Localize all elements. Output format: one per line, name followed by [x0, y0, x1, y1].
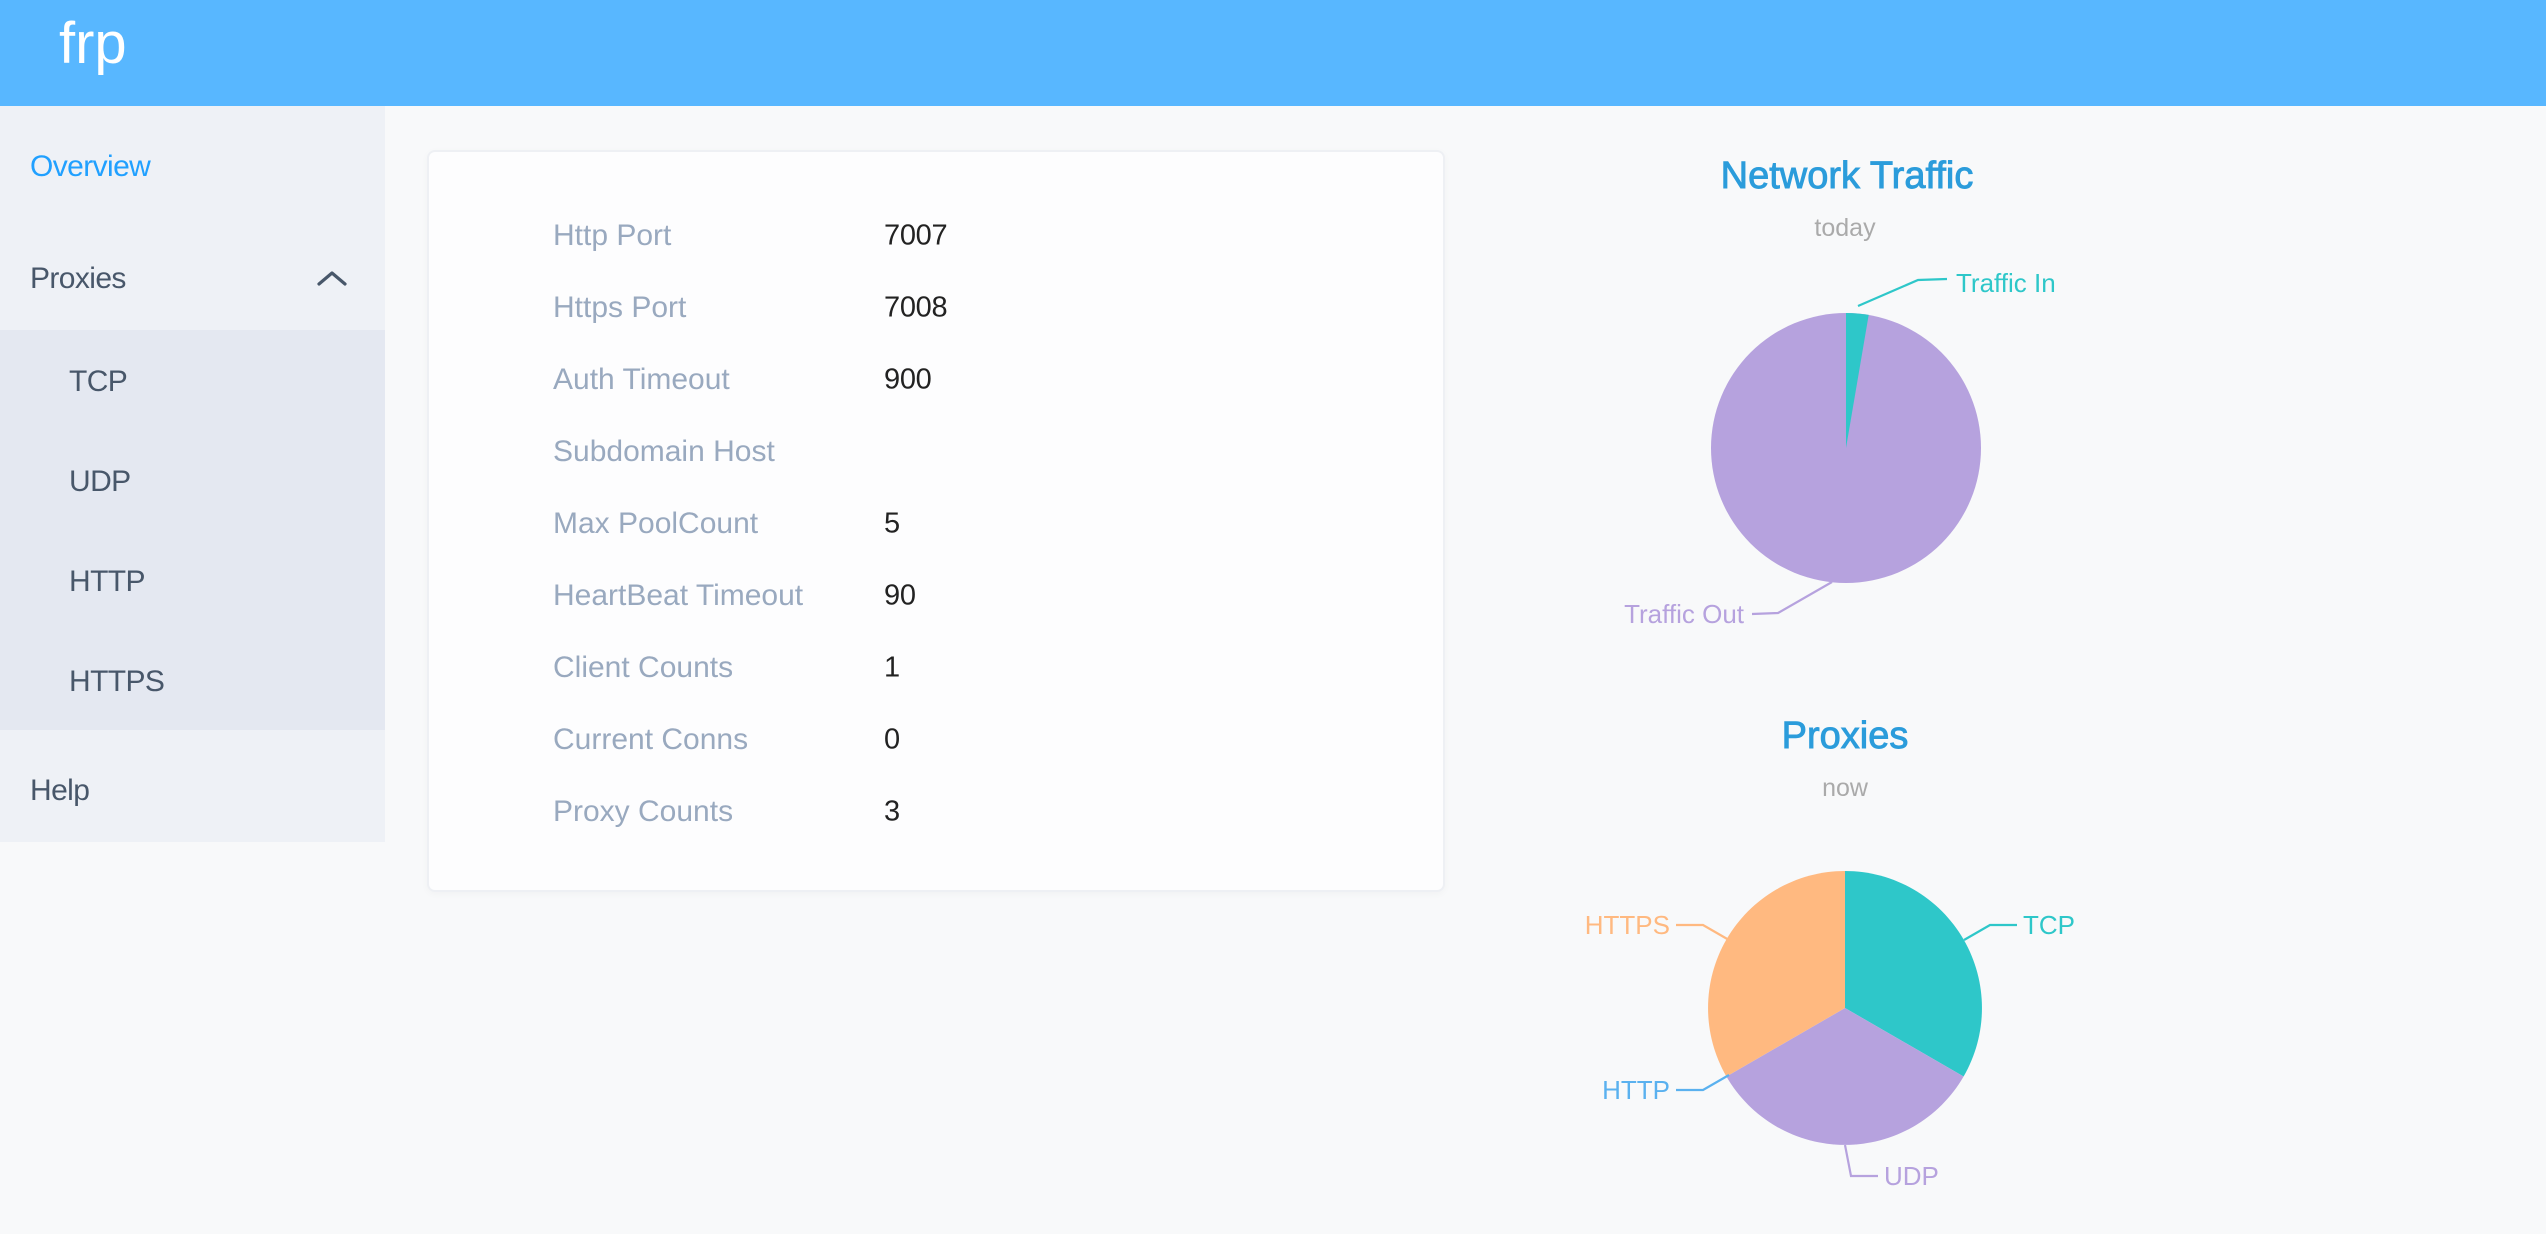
svg-text:Traffic In: Traffic In — [1956, 268, 2056, 298]
svg-text:UDP: UDP — [1884, 1161, 1939, 1191]
svg-text:HTTP: HTTP — [1602, 1075, 1670, 1105]
svg-text:HTTPS: HTTPS — [1585, 910, 1670, 940]
svg-text:Proxies: Proxies — [1782, 715, 1909, 757]
svg-text:Network Traffic: Network Traffic — [1721, 155, 1974, 197]
svg-text:Traffic Out: Traffic Out — [1624, 599, 1745, 629]
svg-text:now: now — [1822, 774, 1869, 802]
svg-text:today: today — [1814, 214, 1876, 242]
svg-text:TCP: TCP — [2023, 910, 2075, 940]
